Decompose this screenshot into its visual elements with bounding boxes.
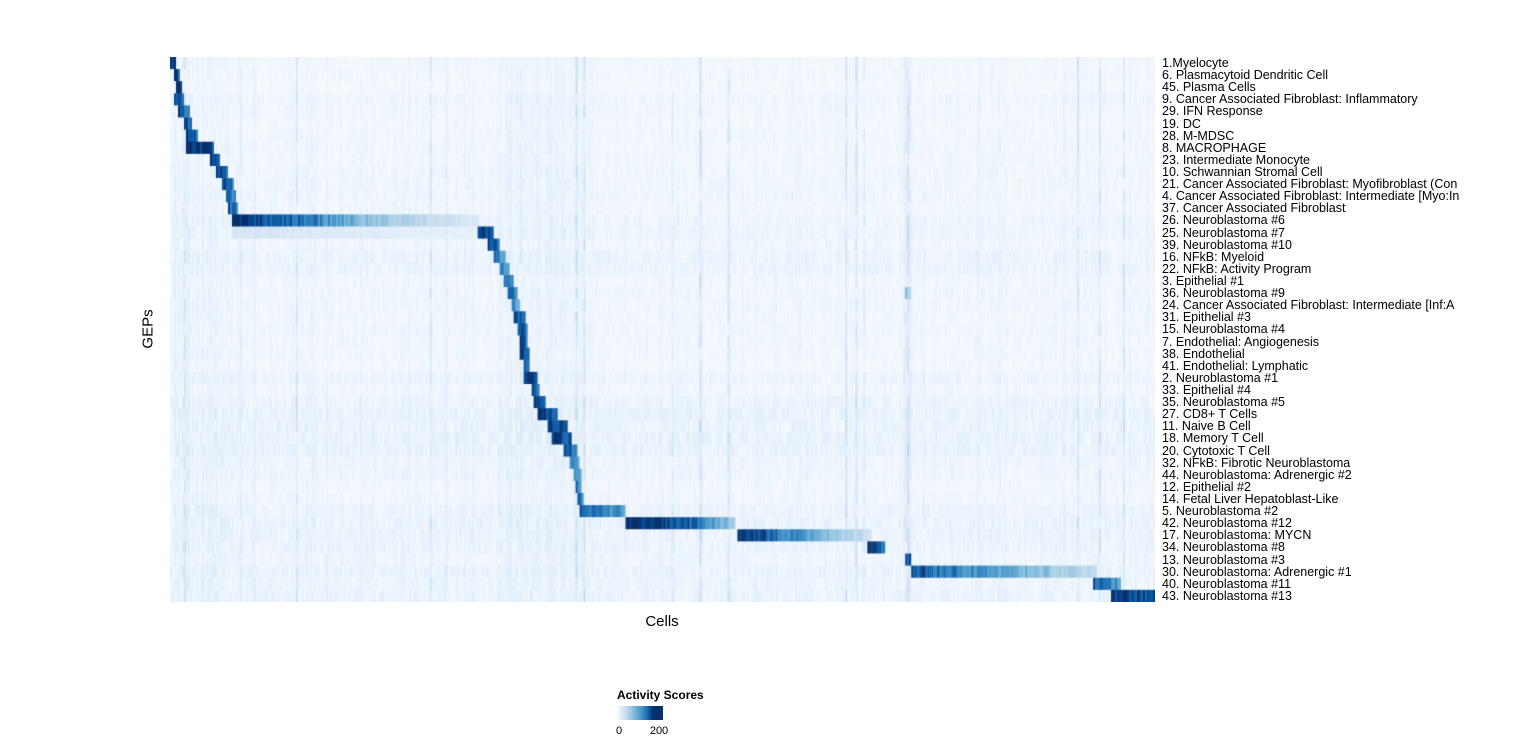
gep-row-label: 45. Plasma Cells bbox=[1162, 80, 1256, 95]
gep-row-label: 17. Neuroblastoma: MYCN bbox=[1162, 528, 1312, 543]
gep-row-label: 35. Neuroblastoma #5 bbox=[1162, 395, 1285, 410]
gep-row-label: 32. NFkB: Fibrotic Neuroblastoma bbox=[1162, 455, 1351, 470]
gep-row-label: 39. Neuroblastoma #10 bbox=[1162, 237, 1292, 252]
gep-row-label: 29. IFN Response bbox=[1162, 104, 1263, 119]
gep-row-label: 28. M-MDSC bbox=[1162, 128, 1235, 143]
gep-row-label: 42. Neuroblastoma #12 bbox=[1162, 516, 1292, 531]
gep-row-label: 14. Fetal Liver Hepatoblast-Like bbox=[1162, 492, 1339, 506]
row-labels: 1.Myelocyte 6. Plasmacytoid Dendritic Cel… bbox=[1162, 57, 1540, 603]
gep-row-label: 13. Neuroblastoma #3 bbox=[1162, 552, 1285, 567]
gep-row-label: 26. Neuroblastoma #6 bbox=[1162, 213, 1285, 228]
gep-row-label: 40. Neuroblastoma #11 bbox=[1162, 576, 1292, 591]
gep-row-label: 34. Neuroblastoma #8 bbox=[1162, 540, 1285, 555]
gep-row-label: 8. MACROPHAGE bbox=[1162, 140, 1267, 155]
gep-row-label: 25. Neuroblastoma #7 bbox=[1162, 225, 1285, 240]
gep-row-label: 4. Cancer Associated Fibroblast: Interme… bbox=[1162, 189, 1460, 204]
gep-row-label: 6. Plasmacytoid Dendritic Cell bbox=[1162, 68, 1329, 83]
gep-row-label: 21. Cancer Associated Fibroblast: Myofib… bbox=[1162, 177, 1458, 192]
y-axis-label: GEPs bbox=[139, 309, 157, 349]
colorbar-gradient bbox=[617, 706, 663, 720]
gep-row-label: 43. Neuroblastoma #13 bbox=[1162, 588, 1292, 603]
gep-row-label: 31. Epithelial #3 bbox=[1162, 310, 1251, 325]
gep-row-label: 9. Cancer Associated Fibroblast: Inflamm… bbox=[1162, 92, 1418, 107]
gep-row-label: 1.Myelocyte bbox=[1162, 56, 1229, 70]
gep-row-label: 12. Epithelial #2 bbox=[1162, 479, 1251, 494]
gep-row-label: 41. Endothelial: Lymphatic bbox=[1162, 358, 1309, 373]
gep-row-label: 30. Neuroblastoma: Adrenergic #1 bbox=[1162, 564, 1352, 579]
gep-row-label: 19. DC bbox=[1162, 116, 1201, 131]
gep-row-label: 44. Neuroblastoma: Adrenergic #2 bbox=[1162, 467, 1352, 482]
gep-row-label: 36. Neuroblastoma #9 bbox=[1162, 286, 1285, 301]
heatmap-canvas bbox=[170, 57, 1155, 602]
gep-row-label: 2. Neuroblastoma #1 bbox=[1162, 370, 1279, 385]
gep-row-label: 22. NFkB: Activity Program bbox=[1162, 261, 1312, 276]
gep-row-label: 27. CD8+ T Cells bbox=[1162, 407, 1258, 422]
gep-row-label: 16. NFkB: Myeloid bbox=[1162, 249, 1265, 264]
gep-row-label: 18. Memory T Cell bbox=[1162, 431, 1264, 446]
colorbar-title: Activity Scores bbox=[617, 688, 704, 702]
gep-row-label: 11. Naive B Cell bbox=[1162, 419, 1251, 434]
gep-row-label: 10. Schwannian Stromal Cell bbox=[1162, 165, 1323, 179]
colorbar-tick-max: 200 bbox=[649, 725, 669, 737]
gep-row-label: 24. Cancer Associated Fibroblast: Interm… bbox=[1162, 298, 1455, 313]
gep-row-label: 23. Intermediate Monocyte bbox=[1162, 152, 1310, 167]
gep-row-label: 5. Neuroblastoma #2 bbox=[1162, 504, 1279, 519]
gep-row-label: 15. Neuroblastoma #4 bbox=[1162, 322, 1285, 337]
gep-row-label: 3. Epithelial #1 bbox=[1162, 274, 1245, 288]
x-axis-label: Cells bbox=[645, 613, 679, 630]
gep-row-label: 37. Cancer Associated Fibroblast bbox=[1162, 201, 1346, 216]
gep-row-label: 33. Epithelial #4 bbox=[1162, 383, 1251, 397]
colorbar-tick-min: 0 bbox=[615, 725, 623, 737]
gep-row-label: 20. Cytotoxic T Cell bbox=[1162, 443, 1270, 458]
gep-row-label: 38. Endothelial bbox=[1162, 346, 1245, 361]
gep-row-label: 7. Endothelial: Angiogenesis bbox=[1162, 334, 1320, 349]
